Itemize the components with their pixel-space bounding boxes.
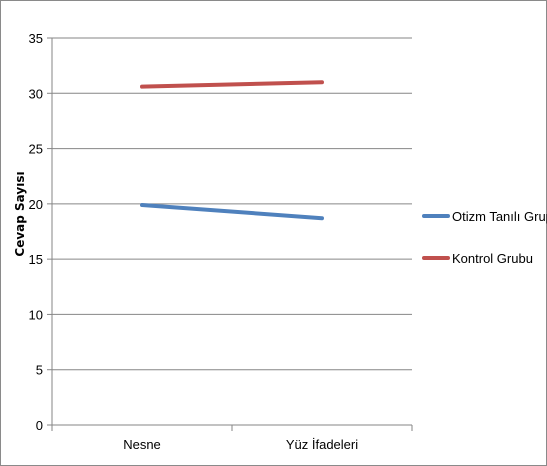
x-tick-label: Nesne <box>123 437 161 452</box>
y-tick-label: 5 <box>36 363 43 378</box>
y-axis-label: Cevap Sayısı <box>13 171 27 256</box>
legend-label: Otizm Tanılı Grup <box>452 209 547 224</box>
y-tick-label: 10 <box>29 307 43 322</box>
y-tick-label: 20 <box>29 197 43 212</box>
axes <box>47 37 413 431</box>
y-tick-label: 30 <box>29 86 43 101</box>
legend: Otizm Tanılı Grup Kontrol Grubu <box>422 209 547 266</box>
gridlines <box>52 37 412 371</box>
x-tick-labels: Nesne Yüz İfadeleri <box>123 437 358 452</box>
y-tick-label: 35 <box>29 31 43 46</box>
y-tick-label: 15 <box>29 252 43 267</box>
series-lines <box>140 80 324 221</box>
legend-label: Kontrol Grubu <box>452 251 533 266</box>
y-tick-label: 0 <box>36 418 43 433</box>
y-tick-labels: 0 5 10 15 20 25 30 35 <box>29 31 43 433</box>
x-tick-label: Yüz İfadeleri <box>286 437 358 452</box>
series-line <box>140 202 324 221</box>
y-tick-label: 25 <box>29 142 43 157</box>
series-line <box>140 80 324 89</box>
